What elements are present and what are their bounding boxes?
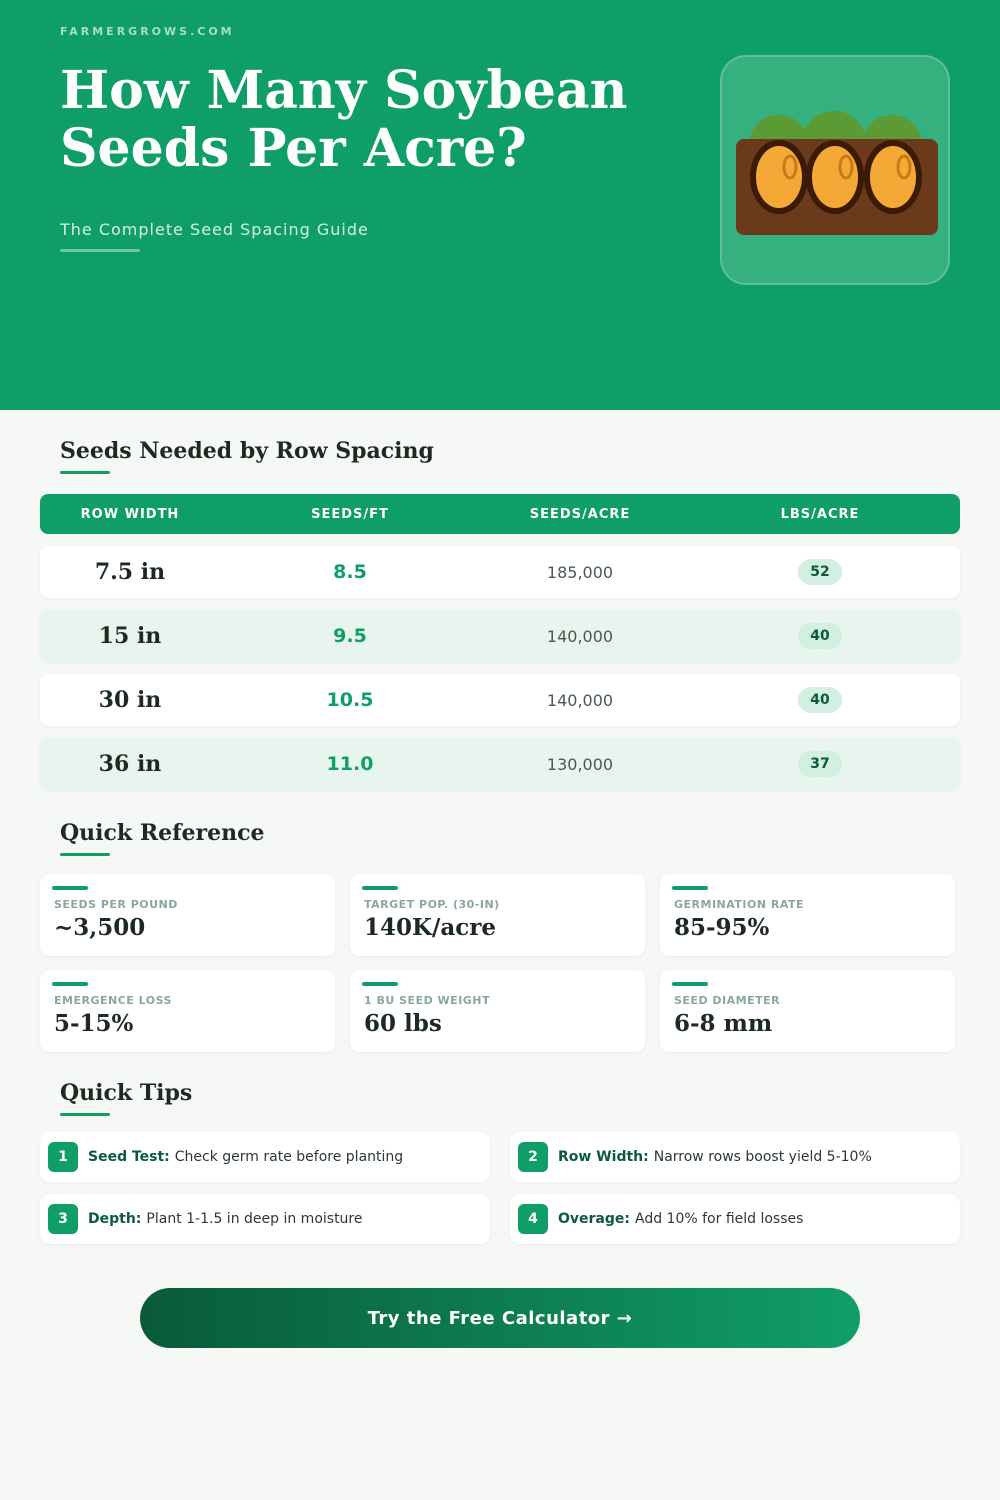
site-name: FARMERGROWS.COM xyxy=(60,25,235,38)
tip-item: 3 Depth: Plant 1-1.5 in deep in moisture xyxy=(40,1194,490,1244)
subtitle-underline xyxy=(60,249,140,252)
tip-label: Depth: xyxy=(88,1211,142,1227)
reference-card: EMERGENCE LOSS 5-15% xyxy=(40,970,335,1052)
seeds-per-ft: 10.5 xyxy=(326,689,374,711)
page-subtitle: The Complete Seed Spacing Guide xyxy=(60,220,369,239)
tip-text: Add 10% for field losses xyxy=(635,1211,804,1227)
seeds-per-ft: 8.5 xyxy=(333,561,367,583)
card-accent xyxy=(672,982,708,986)
lbs-per-acre-badge: 40 xyxy=(798,623,842,649)
hero-header: FARMERGROWS.COM How Many Soybean Seeds P… xyxy=(0,0,1000,410)
reference-card: 1 BU SEED WEIGHT 60 lbs xyxy=(350,970,645,1052)
calculator-button[interactable]: Try the Free Calculator → xyxy=(140,1288,860,1348)
column-header: SEEDS/ACRE xyxy=(529,506,631,522)
tip-text: Narrow rows boost yield 5-10% xyxy=(653,1149,872,1165)
card-accent xyxy=(362,886,398,890)
tip-number: 3 xyxy=(48,1204,78,1234)
row-width: 7.5 in xyxy=(94,559,166,585)
card-value: 85-95% xyxy=(674,914,770,941)
tip-label: Overage: xyxy=(558,1211,630,1227)
card-value: 5-15% xyxy=(54,1010,134,1037)
tip-number: 1 xyxy=(48,1142,78,1172)
table-row: 7.5 in 8.5 185,000 52 xyxy=(40,546,960,598)
lbs-per-acre-badge: 40 xyxy=(798,687,842,713)
soybean-seeds-in-soil-icon xyxy=(720,55,950,285)
table-row: 30 in 10.5 140,000 40 xyxy=(40,674,960,726)
card-accent xyxy=(52,982,88,986)
tip-item: 1 Seed Test: Check germ rate before plan… xyxy=(40,1132,490,1182)
reference-card: SEEDS PER POUND ~3,500 xyxy=(40,874,335,956)
table-header: ROW WIDTH SEEDS/FT SEEDS/ACRE LBS/ACRE xyxy=(40,494,960,534)
card-label: 1 BU SEED WEIGHT xyxy=(364,994,491,1007)
table-row: 36 in 11.0 130,000 37 xyxy=(40,738,960,790)
column-header: LBS/ACRE xyxy=(780,506,860,522)
table-title: Seeds Needed by Row Spacing xyxy=(60,438,434,474)
reference-card: GERMINATION RATE 85-95% xyxy=(660,874,955,956)
tip-label: Seed Test: xyxy=(88,1149,170,1165)
card-label: EMERGENCE LOSS xyxy=(54,994,172,1007)
lbs-per-acre-badge: 52 xyxy=(798,559,842,585)
tip-number: 4 xyxy=(518,1204,548,1234)
column-header: ROW WIDTH xyxy=(80,506,180,522)
tip-text: Plant 1-1.5 in deep in moisture xyxy=(146,1211,363,1227)
column-header: SEEDS/FT xyxy=(311,506,389,522)
seeds-per-acre: 140,000 xyxy=(546,690,614,710)
page-title: How Many Soybean Seeds Per Acre? xyxy=(60,60,628,179)
card-value: 140K/acre xyxy=(364,914,497,941)
table-row: 15 in 9.5 140,000 40 xyxy=(40,610,960,662)
row-width: 15 in xyxy=(98,623,162,649)
card-accent xyxy=(52,886,88,890)
card-value: 6-8 mm xyxy=(674,1010,773,1037)
tip-number: 2 xyxy=(518,1142,548,1172)
seeds-per-acre: 140,000 xyxy=(546,626,614,646)
tip-label: Row Width: xyxy=(558,1149,649,1165)
seeds-per-acre: 185,000 xyxy=(546,562,614,582)
card-label: SEED DIAMETER xyxy=(674,994,781,1007)
reference-card: SEED DIAMETER 6-8 mm xyxy=(660,970,955,1052)
card-label: GERMINATION RATE xyxy=(674,898,805,911)
tip-text: Check germ rate before planting xyxy=(174,1149,404,1165)
row-width: 30 in xyxy=(98,687,162,713)
row-width: 36 in xyxy=(98,751,162,777)
seeds-per-ft: 9.5 xyxy=(333,625,367,647)
card-value: 60 lbs xyxy=(364,1010,442,1037)
tips-title: Quick Tips xyxy=(60,1080,193,1116)
card-accent xyxy=(362,982,398,986)
card-label: SEEDS PER POUND xyxy=(54,898,178,911)
lbs-per-acre-badge: 37 xyxy=(798,751,842,777)
card-value: ~3,500 xyxy=(54,914,146,941)
tip-item: 2 Row Width: Narrow rows boost yield 5-1… xyxy=(510,1132,960,1182)
card-label: TARGET POP. (30-IN) xyxy=(364,898,500,911)
reference-card: TARGET POP. (30-IN) 140K/acre xyxy=(350,874,645,956)
tip-item: 4 Overage: Add 10% for field losses xyxy=(510,1194,960,1244)
reference-title: Quick Reference xyxy=(60,820,265,856)
card-accent xyxy=(672,886,708,890)
seeds-per-ft: 11.0 xyxy=(326,753,374,775)
seeds-per-acre: 130,000 xyxy=(546,754,614,774)
